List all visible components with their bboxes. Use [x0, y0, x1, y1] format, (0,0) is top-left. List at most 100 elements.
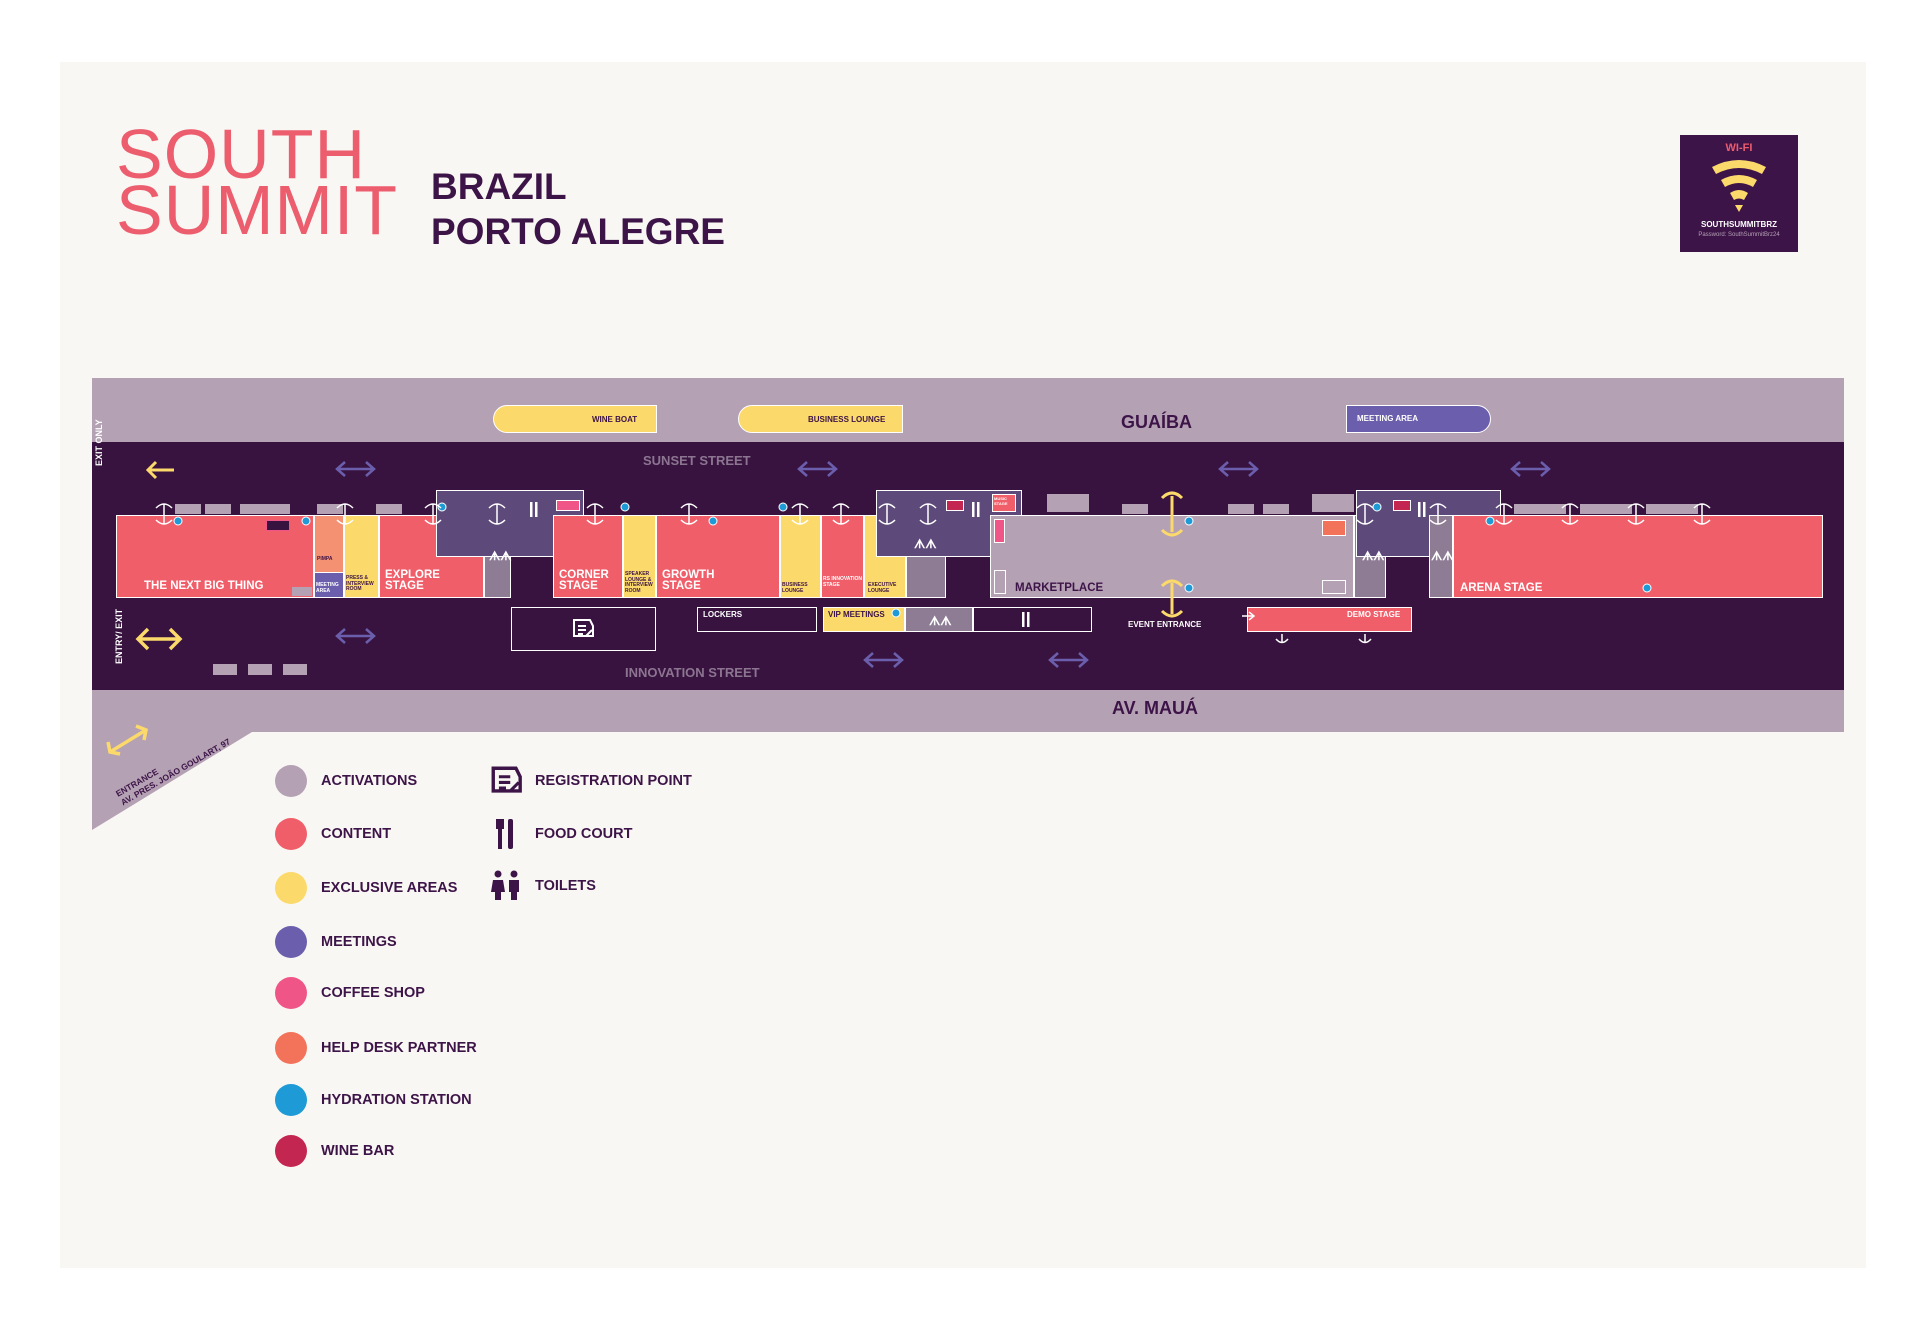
- legend-swatch: [275, 1135, 307, 1167]
- legend-swatch: [275, 977, 307, 1009]
- svg-text:ᗑᗑ: ᗑᗑ: [929, 614, 952, 628]
- vip-meetings-label: VIP MEETINGS: [828, 610, 885, 619]
- registration-icon: [489, 764, 523, 798]
- coffee-shop-3: [266, 520, 290, 531]
- south-summit-logo: SOUTH SUMMIT: [116, 115, 399, 249]
- legend-label: HELP DESK PARTNER: [321, 1040, 477, 1056]
- legend-swatch: [275, 926, 307, 958]
- legend-label: COFFEE SHOP: [321, 985, 425, 1001]
- sunset-street-label: SUNSET STREET: [643, 453, 751, 468]
- logo-line-1: SOUTH: [116, 115, 366, 193]
- activation-box: [292, 587, 312, 596]
- activation-box: [213, 664, 237, 675]
- river-label: GUAÍBA: [1121, 412, 1192, 432]
- music-stage-area: [992, 494, 1016, 512]
- rs-innovation-stage-area: [821, 515, 864, 598]
- growth-stage-label: GROWTH STAGE: [662, 569, 715, 592]
- map-icons-overlay: ᗑᗑ ᗑᗑ ᗑᗑ ᗑᗑ ᗑᗑ: [155, 461, 1711, 668]
- activation-box: [240, 504, 266, 514]
- demo-stage-area: [1247, 607, 1412, 632]
- legend-label: TOILETS: [535, 878, 596, 894]
- vip-meetings-area: [823, 607, 905, 632]
- legend-swatch: [275, 872, 307, 904]
- svg-text:ᗑᗑ: ᗑᗑ: [1362, 549, 1385, 563]
- pimpa-label: PIMPA: [317, 556, 333, 562]
- wine-bar-1: [946, 500, 964, 511]
- legend-label: WINE BAR: [321, 1143, 395, 1159]
- wifi-card: WI-FI SOUTHSUMMITBRZ Password: SouthSumm…: [1680, 135, 1798, 252]
- legend-label: MEETINGS: [321, 934, 397, 950]
- growth-stage-area: [656, 515, 780, 598]
- activation-box-marketplace: [1322, 580, 1346, 594]
- avenue-band: [92, 690, 1844, 732]
- legend-item-food-court: FOOD COURT: [489, 818, 632, 850]
- help-desk-partner: [1322, 520, 1346, 536]
- meeting-room-area: [314, 572, 344, 598]
- activation-box: [266, 504, 290, 514]
- business-lounge-boat: [738, 405, 903, 433]
- legend-item-help-desk-partner: HELP DESK PARTNER: [275, 1032, 477, 1064]
- lockers-label: LOCKERS: [703, 610, 743, 619]
- svg-text:ᗑᗑ: ᗑᗑ: [489, 549, 512, 563]
- registration-point-box: [511, 607, 656, 651]
- legend-swatch: [275, 765, 307, 797]
- corner-stage-area: [553, 515, 623, 598]
- activation-box: [1514, 504, 1540, 514]
- corner-stage-label: CORNER STAGE: [559, 569, 609, 592]
- logo-line-2: SUMMIT: [116, 171, 399, 249]
- speaker-lounge-label: SPEAKER LOUNGE & INTERVIEW ROOM: [625, 571, 653, 594]
- activation-box: [205, 504, 231, 514]
- arena-stage-label: ARENA STAGE: [1460, 582, 1543, 594]
- activation-box: [1580, 504, 1606, 514]
- legend-item-registration-point: REGISTRATION POINT: [489, 765, 692, 797]
- toilets-block-5: [905, 607, 973, 632]
- lockers-box: [697, 607, 817, 632]
- legend-swatch: [275, 1084, 307, 1116]
- registration-icon: [573, 619, 594, 637]
- legend-item-content: CONTENT: [275, 818, 391, 850]
- wifi-icon: [1712, 160, 1766, 212]
- activation-box: [175, 504, 201, 514]
- business-lounge-area: [780, 515, 821, 598]
- city-country: BRAZIL: [431, 166, 567, 207]
- activation-box: [317, 504, 343, 514]
- avenue-label: AV. MAUÁ: [1112, 698, 1199, 718]
- legend-label: ACTIVATIONS: [321, 773, 418, 789]
- activation-box: [1540, 504, 1566, 514]
- activation-box: [1047, 494, 1089, 512]
- food-court-4: [973, 607, 1092, 632]
- legend-label: EXCLUSIVE AREAS: [321, 880, 458, 896]
- wifi-password: Password: SouthSummitBrz24: [1698, 232, 1780, 238]
- entrance-arrow-icon: [106, 724, 149, 756]
- coffee-shop-1: [556, 500, 580, 511]
- wine-boat: [493, 405, 657, 433]
- legend-item-toilets: TOILETS: [489, 870, 596, 902]
- legend-label: HYDRATION STATION: [321, 1092, 472, 1108]
- activation-box: [1606, 504, 1632, 514]
- toilets-icon: [489, 869, 523, 903]
- legend-swatch: [275, 1032, 307, 1064]
- legend-item-exclusive-areas: EXCLUSIVE AREAS: [275, 872, 457, 904]
- wifi-title: WI-FI: [1725, 142, 1753, 154]
- arena-stage-area: [1453, 515, 1823, 598]
- city-name: PORTO ALEGRE: [431, 211, 725, 252]
- wine-bar-2: [1393, 500, 1411, 511]
- next-big-thing-label: THE NEXT BIG THING: [144, 580, 264, 592]
- fork-knife-icon: [489, 817, 523, 851]
- meeting-area-boat-label: MEETING AREA: [1357, 414, 1419, 423]
- legend-item-wine-bar: WINE BAR: [275, 1135, 394, 1167]
- legend-item-meetings: MEETINGS: [275, 926, 397, 958]
- activation-box: [1228, 504, 1254, 514]
- activation-box: [1122, 504, 1148, 514]
- business-lounge-label: BUSINESS LOUNGE: [782, 582, 808, 594]
- river-band: [92, 378, 1844, 442]
- city-title: BRAZIL PORTO ALEGRE: [431, 164, 725, 254]
- legend-item-activations: ACTIVATIONS: [275, 765, 417, 797]
- legend-label: CONTENT: [321, 826, 392, 842]
- executive-lounge-label: EXECUTIVE LOUNGE: [868, 582, 897, 594]
- event-entrance-label: EVENT ENTRANCE: [1128, 620, 1202, 629]
- legend-item-coffee-shop: COFFEE SHOP: [275, 977, 425, 1009]
- demo-stage-label: DEMO STAGE: [1347, 610, 1401, 619]
- activation-box: [1312, 494, 1354, 512]
- activation-box: [248, 664, 272, 675]
